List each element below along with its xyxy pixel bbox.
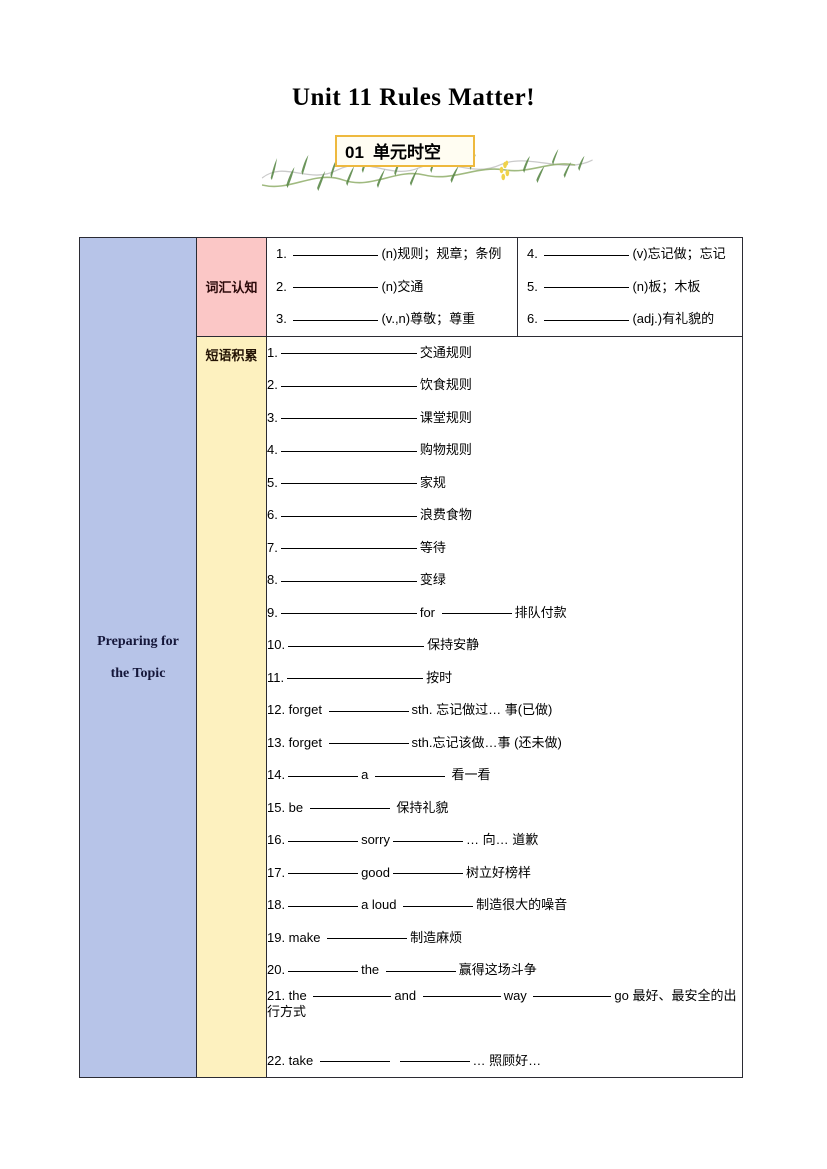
- svg-text:01: 01: [345, 143, 364, 162]
- svg-text:单元时空: 单元时空: [373, 142, 441, 162]
